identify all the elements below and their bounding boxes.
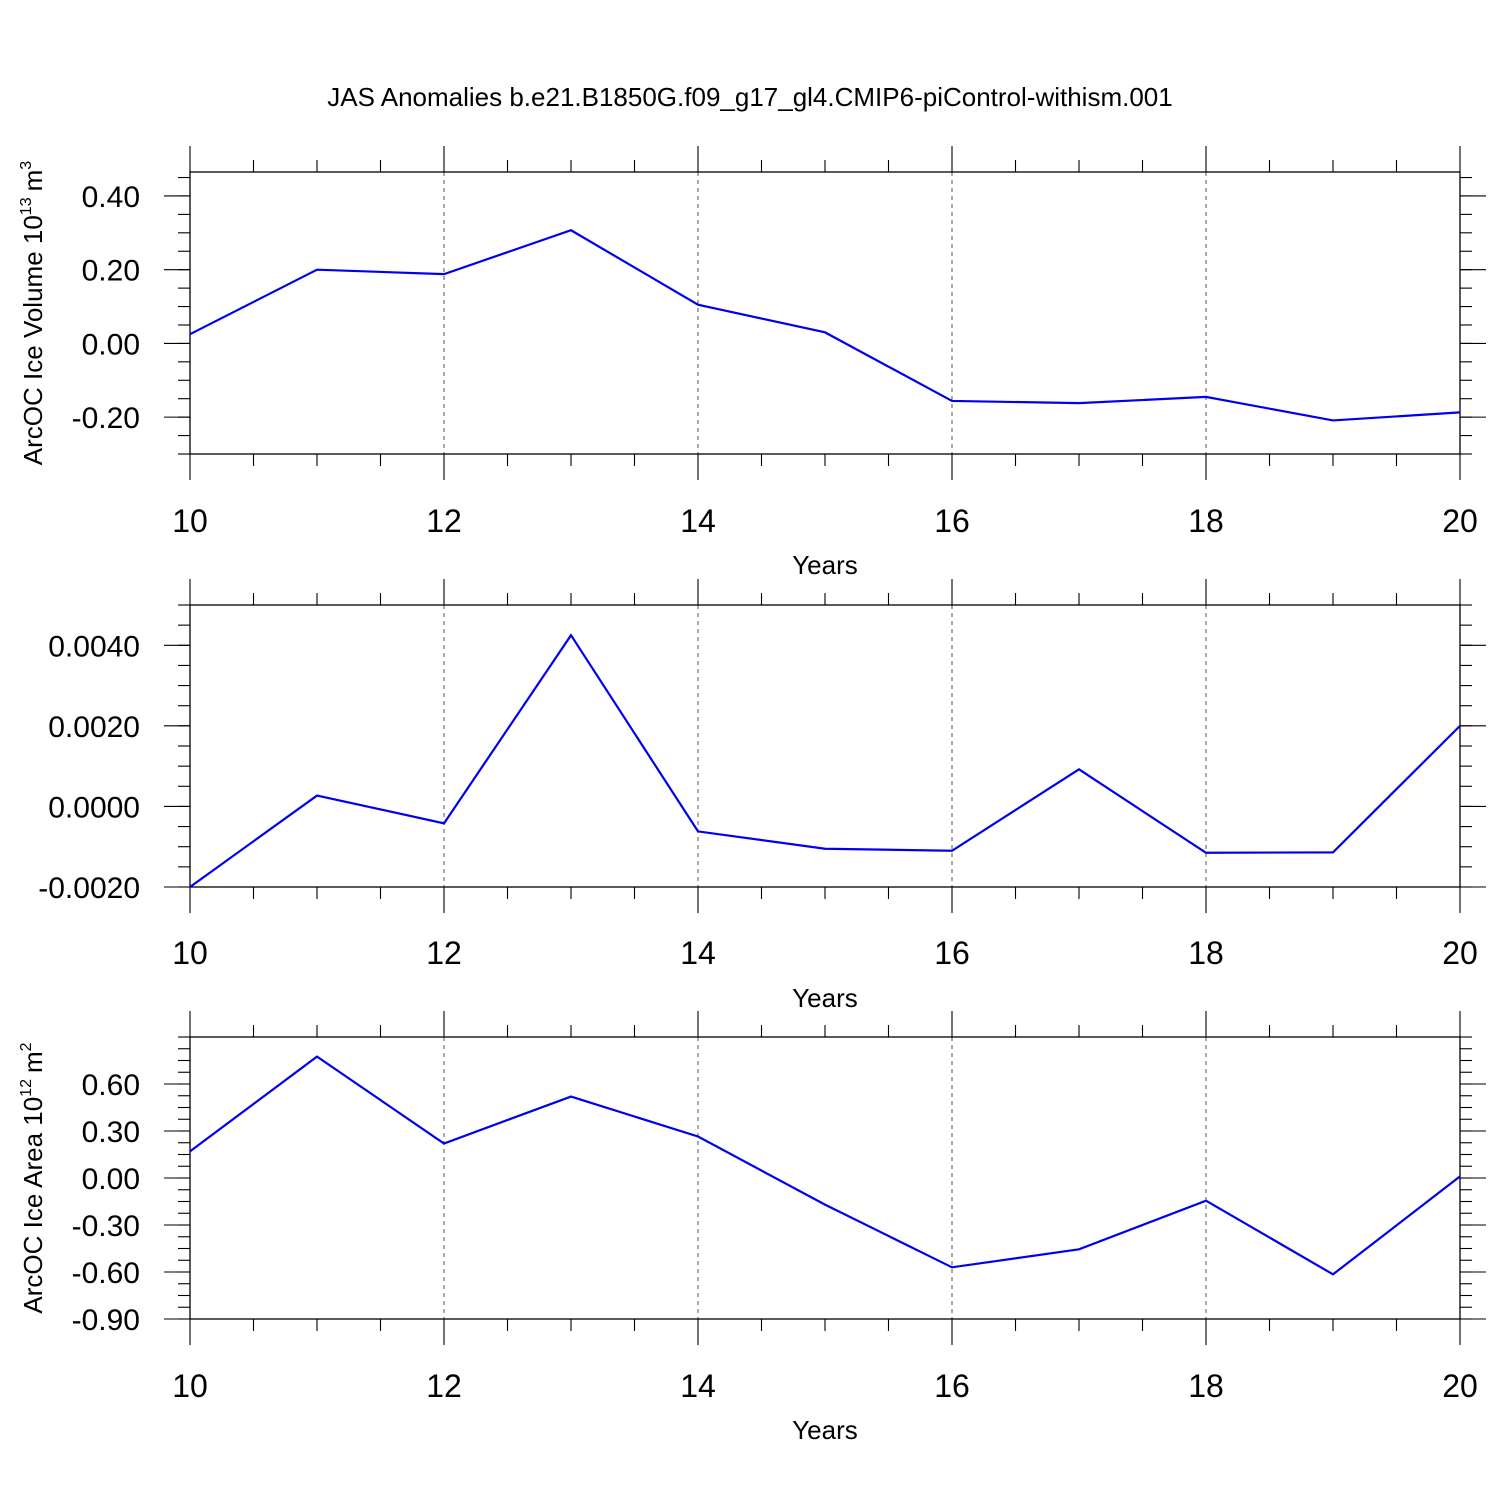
x-tick-label: 16 — [934, 935, 970, 971]
x-tick-label: 12 — [426, 935, 462, 971]
y-tick-label: -0.20 — [72, 402, 140, 435]
x-tick-label: 18 — [1188, 1368, 1224, 1404]
y-tick-label: -0.0020 — [38, 872, 140, 905]
y-tick-label: 0.0000 — [48, 791, 140, 824]
x-tick-label: 10 — [172, 1368, 208, 1404]
y-tick-label: 0.00 — [82, 328, 140, 361]
panels: 0.40 0.20 0.00 -0.20 10 12 14 16 18 20 Years ArcOC … — [18, 146, 1486, 1445]
y-tick-label: 0.00 — [82, 1163, 140, 1196]
y-tick-label: 0.20 — [82, 255, 140, 288]
x-tick-label: 18 — [1188, 935, 1224, 971]
x-tick-label: 14 — [680, 503, 716, 539]
x-axis-label: Years — [792, 983, 858, 1013]
x-tick-label: 16 — [934, 503, 970, 539]
figure-title: JAS Anomalies b.e21.B1850G.f09_g17_gl4.C… — [327, 82, 1172, 112]
x-tick-label: 20 — [1442, 1368, 1478, 1404]
x-tick-label: 20 — [1442, 935, 1478, 971]
y-axis-label-unit: m — [18, 170, 48, 192]
y-tick-label: 0.60 — [82, 1069, 140, 1102]
series-line — [189, 633, 1461, 888]
y-axis-label-unit-exponent: 3 — [18, 161, 35, 170]
x-tick-label: 12 — [426, 1368, 462, 1404]
y-tick-label: -0.60 — [72, 1257, 140, 1290]
x-tick-label: 14 — [680, 1368, 716, 1404]
series-line — [189, 229, 1461, 422]
panel-1: 0.40 0.20 0.00 -0.20 10 12 14 16 18 20 Years ArcOC … — [18, 146, 1486, 580]
x-tick-label: 10 — [172, 935, 208, 971]
x-tick-label: 12 — [426, 503, 462, 539]
y-axis-label: ArcOC Ice Area 1012 m2 — [18, 1042, 48, 1313]
y-tick-label: 0.0040 — [48, 630, 140, 663]
y-axis-label-main: ArcOC Ice Volume 10 — [18, 215, 48, 465]
y-axis-label: ArcOC Ice Volume 1013 m3 — [18, 161, 48, 465]
y-tick-label: 0.30 — [82, 1116, 140, 1149]
y-axis-label-exponent: 13 — [18, 197, 35, 215]
plot-frame — [189, 604, 1461, 888]
series-line — [189, 1055, 1461, 1276]
plot-frame — [189, 171, 1461, 455]
y-tick-label: -0.90 — [72, 1304, 140, 1337]
y-axis-label-exponent: 12 — [18, 1079, 35, 1097]
x-tick-label: 16 — [934, 1368, 970, 1404]
x-axis-label: Years — [792, 550, 858, 580]
y-tick-label: 0.40 — [82, 181, 140, 214]
y-axis-label-main: ArcOC Ice Area 10 — [18, 1097, 48, 1314]
x-tick-label: 20 — [1442, 503, 1478, 539]
x-tick-label: 14 — [680, 935, 716, 971]
panel-3: 0.60 0.30 0.00 -0.30 -0.60 -0.90 10 12 14 16 18 20 Y… — [18, 1011, 1486, 1445]
x-tick-label: 18 — [1188, 503, 1224, 539]
y-axis-label-unit-exponent: 2 — [18, 1042, 35, 1051]
panel-2: 0.0040 0.0020 0.0000 -0.0020 10 12 14 16 18 20 Yea… — [38, 579, 1486, 1013]
y-tick-label: 0.0020 — [48, 711, 140, 744]
y-tick-label: -0.30 — [72, 1210, 140, 1243]
x-tick-label: 10 — [172, 503, 208, 539]
y-axis-label-unit: m — [18, 1051, 48, 1073]
x-axis-label: Years — [792, 1415, 858, 1445]
